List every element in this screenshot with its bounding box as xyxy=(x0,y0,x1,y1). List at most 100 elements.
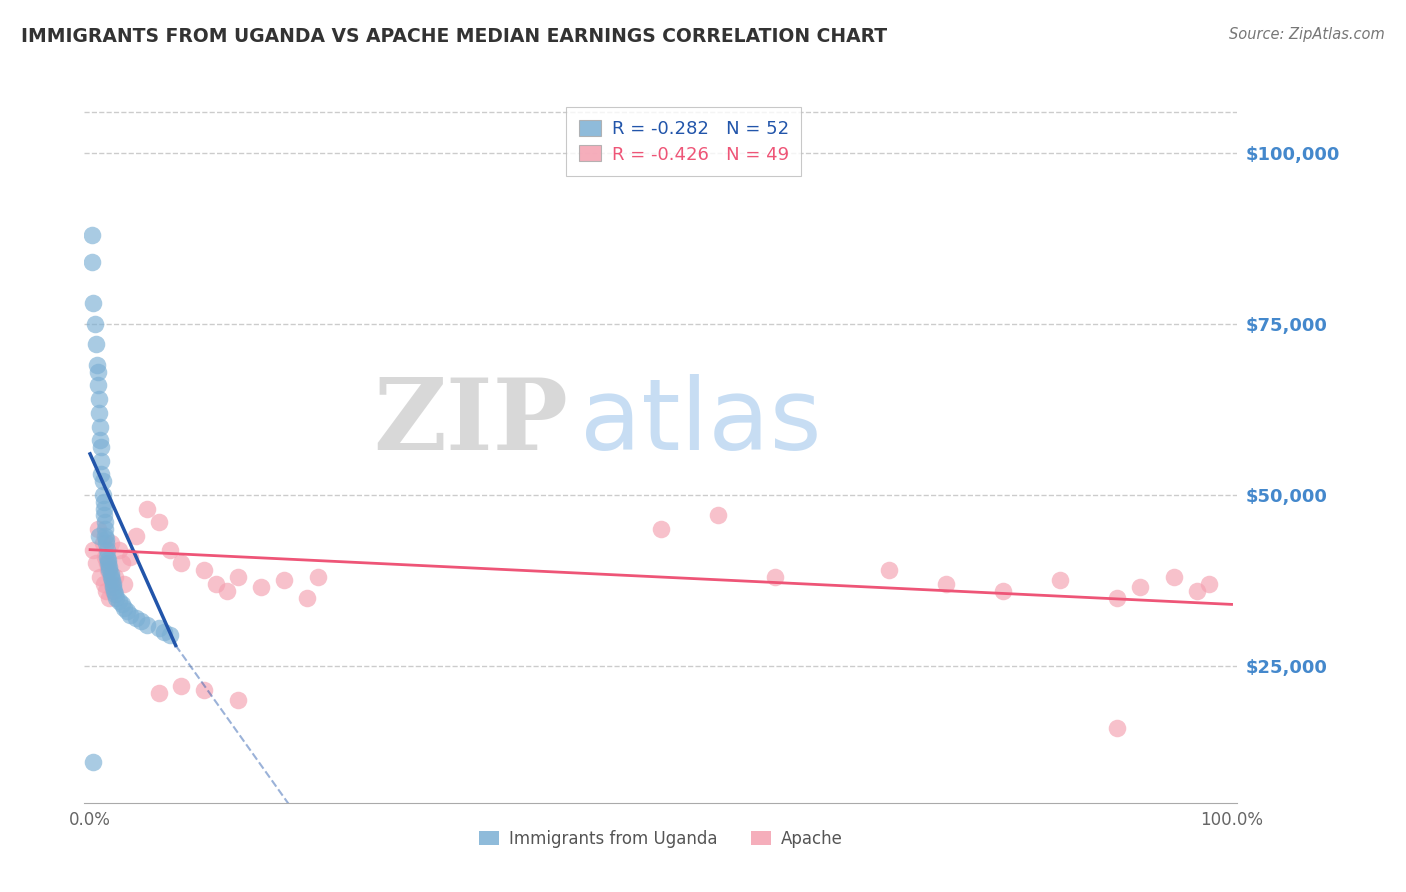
Text: Source: ZipAtlas.com: Source: ZipAtlas.com xyxy=(1229,27,1385,42)
Point xyxy=(98,591,121,605)
Point xyxy=(105,591,128,605)
Point xyxy=(96,549,118,564)
Point xyxy=(100,574,122,588)
Point xyxy=(87,365,110,379)
Point xyxy=(89,392,111,406)
Point xyxy=(295,591,318,605)
Point xyxy=(125,529,148,543)
Point xyxy=(91,536,114,550)
Point xyxy=(307,570,329,584)
Point xyxy=(101,580,124,594)
Point xyxy=(94,522,117,536)
Point xyxy=(93,508,115,523)
Point xyxy=(153,624,176,639)
Point xyxy=(115,604,138,618)
Text: ZIP: ZIP xyxy=(374,374,568,471)
Point xyxy=(97,557,120,571)
Point xyxy=(250,580,273,594)
Point xyxy=(86,358,108,372)
Point xyxy=(97,563,120,577)
Point xyxy=(112,600,135,615)
Point xyxy=(273,574,295,588)
Point xyxy=(93,577,115,591)
Text: atlas: atlas xyxy=(581,374,821,471)
Point xyxy=(1107,591,1129,605)
Point xyxy=(148,516,170,530)
Point xyxy=(877,563,900,577)
Point xyxy=(170,557,193,571)
Point xyxy=(1163,570,1185,584)
Point xyxy=(97,553,120,567)
Point xyxy=(136,501,159,516)
Point xyxy=(148,621,170,635)
Point xyxy=(94,516,117,530)
Point xyxy=(118,607,141,622)
Point xyxy=(1049,574,1071,588)
Point xyxy=(131,615,153,629)
Point xyxy=(159,542,181,557)
Point xyxy=(228,570,250,584)
Point xyxy=(90,440,112,454)
Point xyxy=(89,570,111,584)
Point xyxy=(204,577,226,591)
Point xyxy=(84,337,107,351)
Point xyxy=(136,618,159,632)
Point xyxy=(104,587,127,601)
Point xyxy=(100,577,122,591)
Point xyxy=(84,557,107,571)
Point xyxy=(1198,577,1220,591)
Point xyxy=(89,419,111,434)
Point xyxy=(82,296,104,310)
Point xyxy=(90,454,112,468)
Point xyxy=(125,611,148,625)
Point xyxy=(87,378,110,392)
Point xyxy=(89,529,111,543)
Text: IMMIGRANTS FROM UGANDA VS APACHE MEDIAN EARNINGS CORRELATION CHART: IMMIGRANTS FROM UGANDA VS APACHE MEDIAN … xyxy=(21,27,887,45)
Point xyxy=(96,542,118,557)
Point xyxy=(1129,580,1152,594)
Point xyxy=(193,682,215,697)
Point xyxy=(91,475,114,489)
Point xyxy=(82,255,104,269)
Point xyxy=(94,536,117,550)
Point xyxy=(82,755,104,769)
Point xyxy=(763,570,786,584)
Point xyxy=(90,467,112,482)
Point xyxy=(94,549,117,564)
Point xyxy=(82,542,104,557)
Point xyxy=(707,508,730,523)
Point xyxy=(83,317,105,331)
Point xyxy=(650,522,672,536)
Point xyxy=(111,598,134,612)
Point xyxy=(193,563,215,577)
Point xyxy=(228,693,250,707)
Point xyxy=(159,628,181,642)
Point xyxy=(93,495,115,509)
Point xyxy=(98,559,121,574)
Point xyxy=(935,577,957,591)
Point xyxy=(100,536,122,550)
Point xyxy=(94,533,117,547)
Point xyxy=(93,501,115,516)
Point xyxy=(101,577,124,591)
Point xyxy=(107,542,129,557)
Point xyxy=(98,563,121,577)
Point xyxy=(1187,583,1209,598)
Point xyxy=(215,583,238,598)
Point xyxy=(170,680,193,694)
Point xyxy=(993,583,1015,598)
Point xyxy=(101,583,124,598)
Point xyxy=(107,594,129,608)
Point xyxy=(112,577,135,591)
Point xyxy=(89,406,111,420)
Point xyxy=(94,583,117,598)
Point xyxy=(118,549,141,564)
Point xyxy=(96,557,118,571)
Point xyxy=(148,686,170,700)
Point xyxy=(103,583,125,598)
Legend: Immigrants from Uganda, Apache: Immigrants from Uganda, Apache xyxy=(472,823,849,855)
Point xyxy=(104,570,127,584)
Point xyxy=(91,488,114,502)
Point xyxy=(1107,721,1129,735)
Point xyxy=(87,522,110,536)
